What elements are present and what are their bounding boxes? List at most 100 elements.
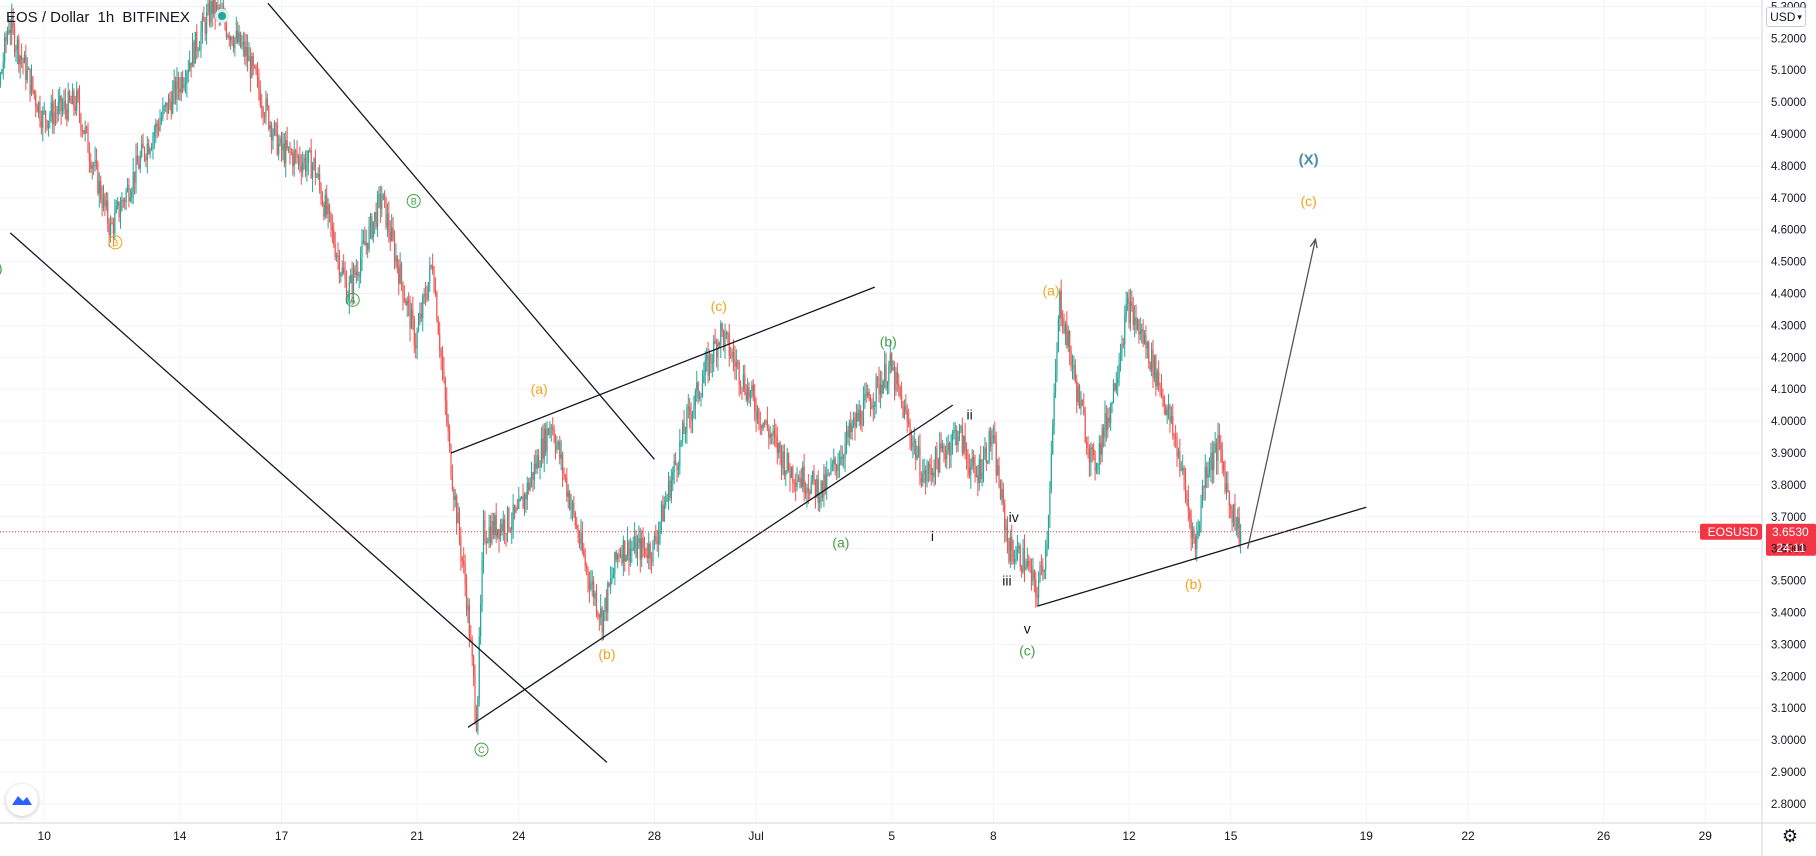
candle: [409, 302, 411, 329]
candle: [847, 430, 849, 438]
wave-label: C: [478, 745, 485, 755]
candle: [28, 68, 30, 70]
candle: [1087, 447, 1089, 450]
candle: [343, 267, 345, 274]
candle: [1199, 525, 1201, 532]
candle: [379, 194, 381, 209]
candle: [529, 481, 531, 491]
candle: [319, 174, 321, 186]
candle: [922, 473, 924, 482]
candle: [526, 482, 528, 500]
candle: [95, 160, 98, 164]
y-axis-tick-label: 4.0000: [1771, 416, 1806, 428]
candle: [1232, 504, 1235, 523]
candle: [443, 370, 445, 380]
symbol-name[interactable]: EOS / Dollar: [6, 9, 90, 26]
candle: [1018, 546, 1020, 549]
candle: [686, 408, 688, 433]
candle: [607, 583, 609, 613]
candle: [982, 456, 985, 473]
candle: [231, 36, 233, 44]
candle: [872, 405, 874, 408]
candle: [84, 127, 86, 134]
candle: [518, 499, 520, 510]
candle: [1042, 566, 1044, 572]
candle: [465, 585, 468, 611]
candle: [1105, 413, 1107, 430]
candle: [138, 164, 140, 169]
candle: [121, 199, 123, 211]
candle: [1049, 489, 1051, 515]
candle: [37, 102, 40, 113]
candle: [672, 471, 674, 481]
wave-label: A: [350, 295, 356, 305]
candle: [59, 95, 61, 103]
candle: [1073, 365, 1075, 367]
candle: [6, 33, 9, 42]
tradingview-logo-icon[interactable]: [6, 784, 38, 816]
candle: [430, 265, 432, 267]
candle: [1162, 394, 1164, 396]
candle: [556, 444, 558, 451]
candle: [875, 376, 877, 402]
candle: [228, 35, 230, 40]
candle: [1005, 527, 1007, 530]
candle: [910, 436, 913, 448]
candle: [35, 94, 37, 106]
candle: [535, 463, 537, 469]
candle: [350, 274, 352, 283]
x-axis-tick-label: 22: [1461, 829, 1475, 843]
candle: [617, 554, 619, 560]
gear-icon[interactable]: ⚙: [1781, 825, 1799, 846]
candle: [852, 417, 855, 425]
candle: [508, 507, 510, 530]
candle: [273, 123, 276, 135]
candle: [71, 90, 74, 104]
candle: [295, 150, 297, 152]
candle: [864, 394, 866, 401]
candle: [893, 367, 896, 392]
candle: [1039, 565, 1041, 582]
candle: [73, 90, 75, 107]
candle: [179, 88, 181, 93]
y-axis-tick-label: 3.5000: [1771, 576, 1806, 588]
candle: [117, 201, 119, 206]
currency-selector[interactable]: USD ▾: [1766, 7, 1806, 27]
candle: [720, 323, 722, 346]
last-price-value-bg: [1766, 523, 1816, 556]
candle: [759, 423, 761, 425]
candle: [1054, 372, 1057, 393]
wave-label: (b): [598, 646, 615, 662]
candle: [18, 39, 20, 65]
candle: [917, 446, 920, 455]
candle: [1066, 323, 1068, 347]
candle: [417, 323, 420, 331]
candle: [1183, 467, 1185, 480]
candle: [954, 429, 956, 432]
candle: [779, 442, 781, 452]
candle: [1012, 550, 1014, 563]
candle: [263, 116, 266, 118]
candle: [602, 610, 605, 633]
candle: [261, 105, 263, 109]
candle: [536, 455, 538, 469]
candle: [912, 442, 914, 448]
candle: [142, 143, 144, 149]
candle: [352, 268, 355, 293]
candle: [874, 401, 876, 408]
candle: [758, 408, 760, 424]
candle: [734, 359, 736, 367]
candle: [797, 480, 800, 482]
candle: [444, 379, 446, 401]
candle: [827, 472, 829, 474]
candle: [204, 21, 206, 34]
candle: [981, 472, 983, 479]
candle: [519, 499, 521, 501]
candle: [648, 543, 650, 558]
candle: [858, 409, 860, 421]
candle: [97, 163, 99, 194]
wave-label: (c): [1301, 193, 1317, 209]
candle: [385, 197, 387, 228]
chart-interval[interactable]: 1h: [97, 9, 115, 26]
